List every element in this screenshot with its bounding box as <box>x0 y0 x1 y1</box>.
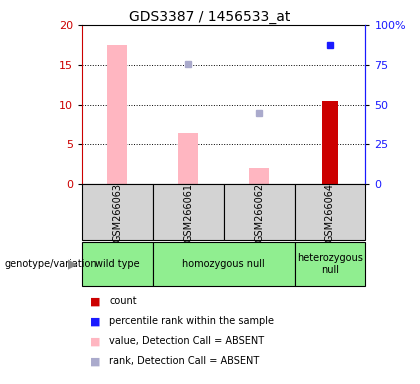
Text: percentile rank within the sample: percentile rank within the sample <box>109 316 274 326</box>
Bar <box>249 168 269 184</box>
Bar <box>153 242 294 286</box>
Text: ■: ■ <box>90 316 101 326</box>
Bar <box>82 184 153 240</box>
Bar <box>108 45 127 184</box>
Text: GSM266061: GSM266061 <box>183 183 193 242</box>
Bar <box>294 242 365 286</box>
Text: value, Detection Call = ABSENT: value, Detection Call = ABSENT <box>109 336 264 346</box>
Text: rank, Detection Call = ABSENT: rank, Detection Call = ABSENT <box>109 356 260 366</box>
Bar <box>322 101 338 184</box>
Text: genotype/variation: genotype/variation <box>4 259 97 269</box>
Text: ■: ■ <box>90 336 101 346</box>
Text: heterozygous
null: heterozygous null <box>297 253 363 275</box>
Text: GSM266064: GSM266064 <box>325 183 335 242</box>
Text: GDS3387 / 1456533_at: GDS3387 / 1456533_at <box>129 10 291 23</box>
Bar <box>294 184 365 240</box>
Text: wild type: wild type <box>95 259 139 269</box>
Text: GSM266062: GSM266062 <box>254 183 264 242</box>
Text: ■: ■ <box>90 356 101 366</box>
Bar <box>224 184 294 240</box>
Bar <box>153 184 224 240</box>
Bar <box>178 133 198 184</box>
Text: ▶: ▶ <box>68 258 78 270</box>
Text: count: count <box>109 296 137 306</box>
Text: ■: ■ <box>90 296 101 306</box>
Text: GSM266063: GSM266063 <box>112 183 122 242</box>
Text: homozygous null: homozygous null <box>182 259 265 269</box>
Bar <box>82 242 153 286</box>
